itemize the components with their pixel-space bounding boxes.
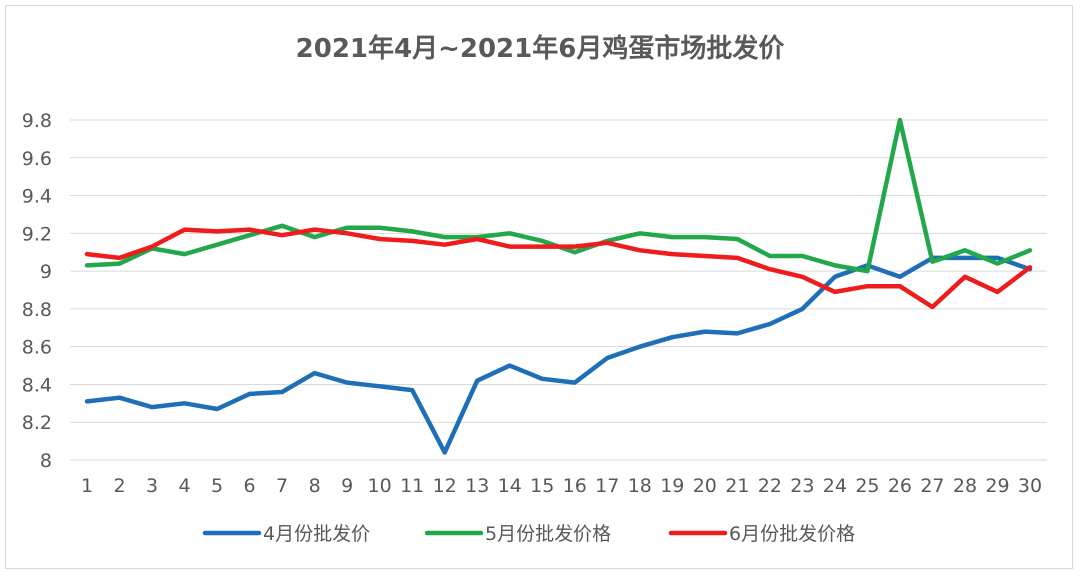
x-tick-label: 18 <box>628 475 652 497</box>
y-tick-label: 8 <box>40 450 52 472</box>
legend-label-1: 4月份批发价 <box>263 523 370 545</box>
legend-label-3: 6月份批发价格 <box>729 523 855 545</box>
y-tick-label: 9.8 <box>22 110 52 132</box>
y-tick-label: 9.4 <box>22 186 52 208</box>
series-line-1 <box>84 255 1033 455</box>
y-tick-label: 8.2 <box>22 412 52 434</box>
x-tick-label: 5 <box>211 475 223 497</box>
x-tick-label: 25 <box>855 475 879 497</box>
x-axis-ticks: 1 2 3 4 5 6 7 8 9 10 11 12 13 14 15 16 17 18 19 20 21 22 23 24 2… <box>81 475 1042 497</box>
x-tick-label: 8 <box>309 475 321 497</box>
x-tick-label: 6 <box>244 475 256 497</box>
y-tick-label: 9.2 <box>22 223 52 245</box>
x-tick-label: 4 <box>179 475 191 497</box>
x-tick-label: 26 <box>888 475 912 497</box>
y-tick-label: 9 <box>40 261 52 283</box>
x-tick-label: 30 <box>1018 475 1042 497</box>
y-tick-label: 8.6 <box>22 337 52 359</box>
x-tick-label: 28 <box>953 475 977 497</box>
series-line-3 <box>84 227 1033 310</box>
series-lines <box>84 117 1033 455</box>
x-tick-label: 10 <box>368 475 392 497</box>
x-tick-label: 11 <box>400 475 424 497</box>
legend: 4月份批发价 5月份批发价格 6月份批发价格 <box>202 523 855 545</box>
x-tick-label: 12 <box>433 475 457 497</box>
x-tick-label: 21 <box>725 475 749 497</box>
y-tick-label: 8.4 <box>22 374 52 396</box>
x-tick-label: 9 <box>341 475 353 497</box>
x-tick-label: 7 <box>276 475 288 497</box>
x-tick-label: 27 <box>920 475 944 497</box>
x-tick-label: 15 <box>530 475 554 497</box>
y-tick-label: 8.8 <box>22 299 52 321</box>
y-tick-label: 9.6 <box>22 148 52 170</box>
x-tick-label: 19 <box>660 475 684 497</box>
x-tick-label: 23 <box>790 475 814 497</box>
x-tick-label: 20 <box>693 475 717 497</box>
x-tick-label: 17 <box>595 475 619 497</box>
legend-label-2: 5月份批发价格 <box>485 523 611 545</box>
x-tick-label: 24 <box>823 475 847 497</box>
x-tick-label: 14 <box>498 475 522 497</box>
x-tick-label: 16 <box>563 475 587 497</box>
x-tick-label: 22 <box>758 475 782 497</box>
x-tick-label: 3 <box>146 475 158 497</box>
x-tick-label: 1 <box>81 475 93 497</box>
x-tick-label: 29 <box>985 475 1009 497</box>
x-tick-label: 13 <box>465 475 489 497</box>
x-tick-label: 2 <box>113 475 125 497</box>
y-axis-ticks: 8 8.2 8.4 8.6 8.8 9 9.2 9.4 9.6 9.8 <box>22 110 52 472</box>
chart-title: 2021年4月~2021年6月鸡蛋市场批发价 <box>296 33 786 64</box>
